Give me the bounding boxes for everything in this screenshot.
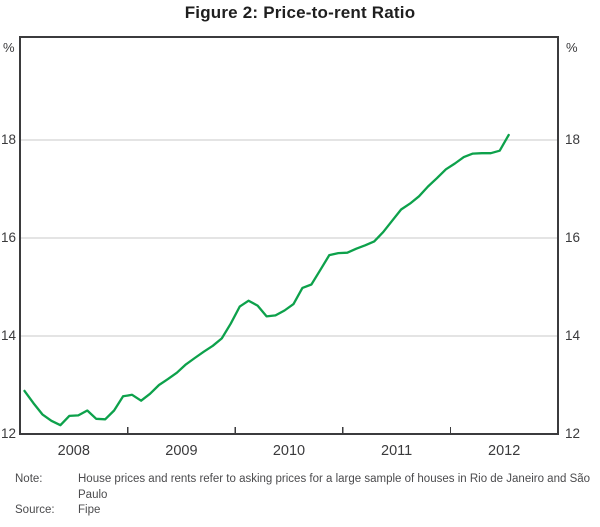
price-to-rent-line [23,133,510,427]
x-tick-label: 2008 [57,443,90,459]
y-tick-label-left: 16 [0,229,16,245]
note-text: House prices and rents refer to asking p… [78,473,591,501]
chart-title: Figure 2: Price-to-rent Ratio [184,3,416,22]
y-tick-label-left: 14 [0,327,16,343]
x-tick-label: 2009 [165,443,198,459]
y-tick-label-left: 12 [0,426,16,441]
source-text: Fipe [78,504,101,516]
y-axis-unit-left: % [3,40,15,55]
x-tick-label: 2010 [272,443,306,459]
y-axis-unit-right: % [566,40,578,55]
note-label: Note: [15,473,43,485]
plot-area [19,36,559,435]
y-tick-label-right: 12 [565,426,581,441]
x-tick-label: 2012 [488,443,521,459]
source-label: Source: [15,504,55,516]
axis-frame [19,36,559,435]
x-tick-label: 2011 [381,443,413,459]
y-tick-label-right: 14 [565,327,581,343]
chart-footer: Note: House prices and rents refer to as… [15,472,593,519]
y-tick-label-left: 18 [0,131,16,147]
y-tick-label-right: 18 [565,131,581,147]
y-tick-label-right: 16 [565,229,581,245]
note-row: Note: House prices and rents refer to as… [15,472,593,503]
source-row: Source: Fipe [15,503,593,519]
